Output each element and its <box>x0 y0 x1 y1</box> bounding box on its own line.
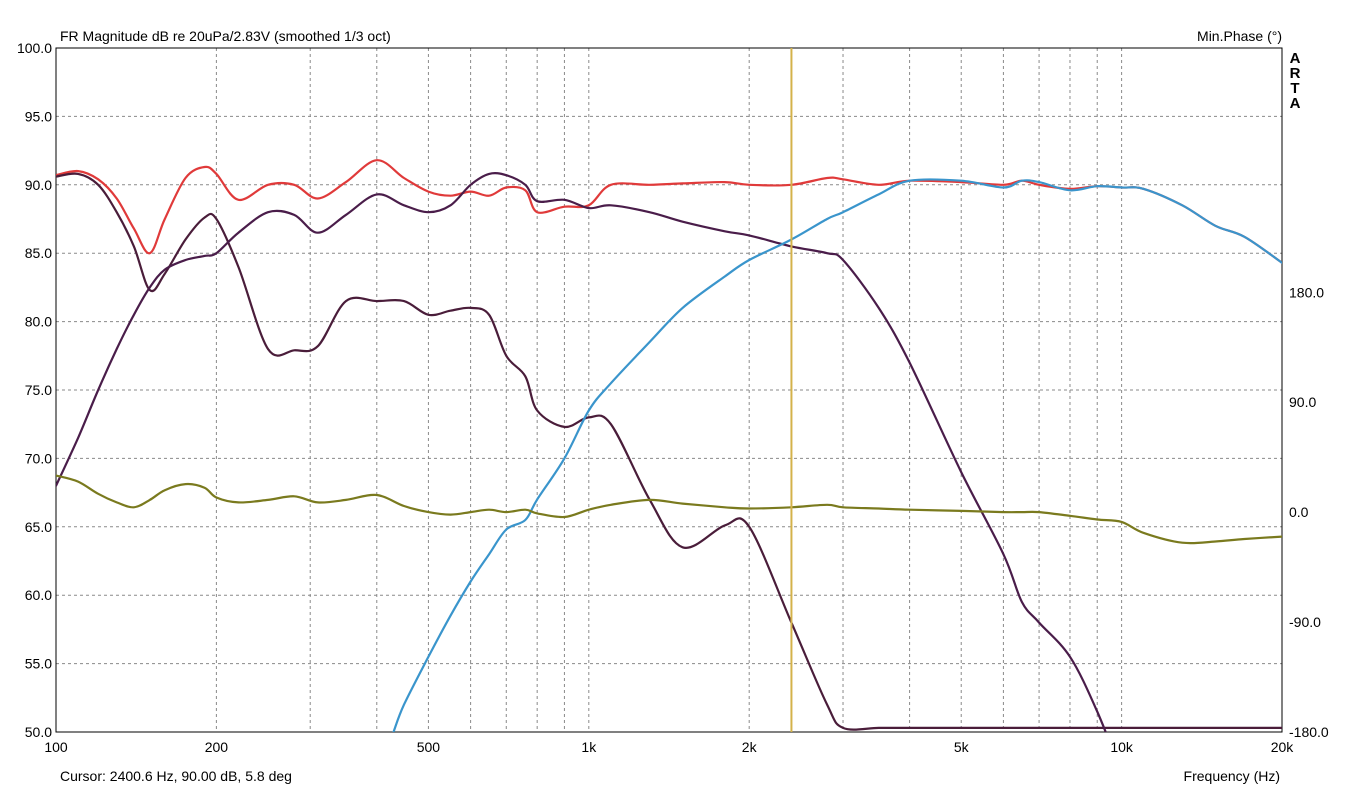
right-axis-title: Min.Phase (°) <box>1197 28 1282 44</box>
y-tick-label: 90.0 <box>25 177 52 193</box>
x-tick-label: 20k <box>1271 739 1295 755</box>
y-tick-label: 100.0 <box>17 40 52 56</box>
series-layer <box>56 159 1282 732</box>
y2-axis-ticks: 180.0 90.0 0.0 -90.0 -180.0 <box>1289 284 1329 740</box>
y-tick-label: 80.0 <box>25 314 52 330</box>
series-line-1 <box>56 159 1282 264</box>
y-tick-label: 65.0 <box>25 519 52 535</box>
x-tick-label: 500 <box>417 739 441 755</box>
y2-tick-label: -90.0 <box>1289 614 1321 630</box>
x-tick-label: 1k <box>581 739 597 755</box>
x-tick-label: 2k <box>742 739 758 755</box>
cursor-readout: Cursor: 2400.6 Hz, 90.00 dB, 5.8 deg <box>60 768 292 784</box>
x-axis-label: Frequency (Hz) <box>1184 768 1280 784</box>
y-tick-label: 55.0 <box>25 656 52 672</box>
x-tick-label: 10k <box>1110 739 1134 755</box>
series-line-3 <box>56 172 1107 732</box>
watermark-letter: A <box>1290 95 1301 112</box>
watermark-letter: R <box>1290 65 1301 82</box>
watermark-letter: A <box>1290 50 1301 67</box>
series-line-2 <box>56 172 1282 731</box>
x-tick-label: 200 <box>205 739 229 755</box>
y2-tick-label: 0.0 <box>1289 504 1309 520</box>
plot-frame <box>55 47 1283 733</box>
y2-tick-label: -180.0 <box>1289 724 1329 740</box>
y2-tick-label: 180.0 <box>1289 284 1324 300</box>
y-axis-ticks: 100.0 95.0 90.0 85.0 80.0 75.0 70.0 65.0 60.0 55.… <box>17 40 52 740</box>
x-axis-ticks: 100 200 500 1k 2k 5k 10k 20k <box>44 739 1294 755</box>
y-tick-label: 60.0 <box>25 587 52 603</box>
chart-title: FR Magnitude dB re 20uPa/2.83V (smoothed… <box>60 28 391 44</box>
y-tick-label: 95.0 <box>25 108 52 124</box>
watermark-letter: T <box>1290 80 1299 97</box>
y2-tick-label: 90.0 <box>1289 394 1316 410</box>
series-line-5 <box>56 474 1282 545</box>
x-tick-label: 100 <box>44 739 68 755</box>
grid <box>56 48 1282 732</box>
y-tick-label: 50.0 <box>25 724 52 740</box>
y-tick-label: 70.0 <box>25 450 52 466</box>
y-tick-label: 85.0 <box>25 245 52 261</box>
x-tick-label: 5k <box>954 739 970 755</box>
y-tick-label: 75.0 <box>25 382 52 398</box>
